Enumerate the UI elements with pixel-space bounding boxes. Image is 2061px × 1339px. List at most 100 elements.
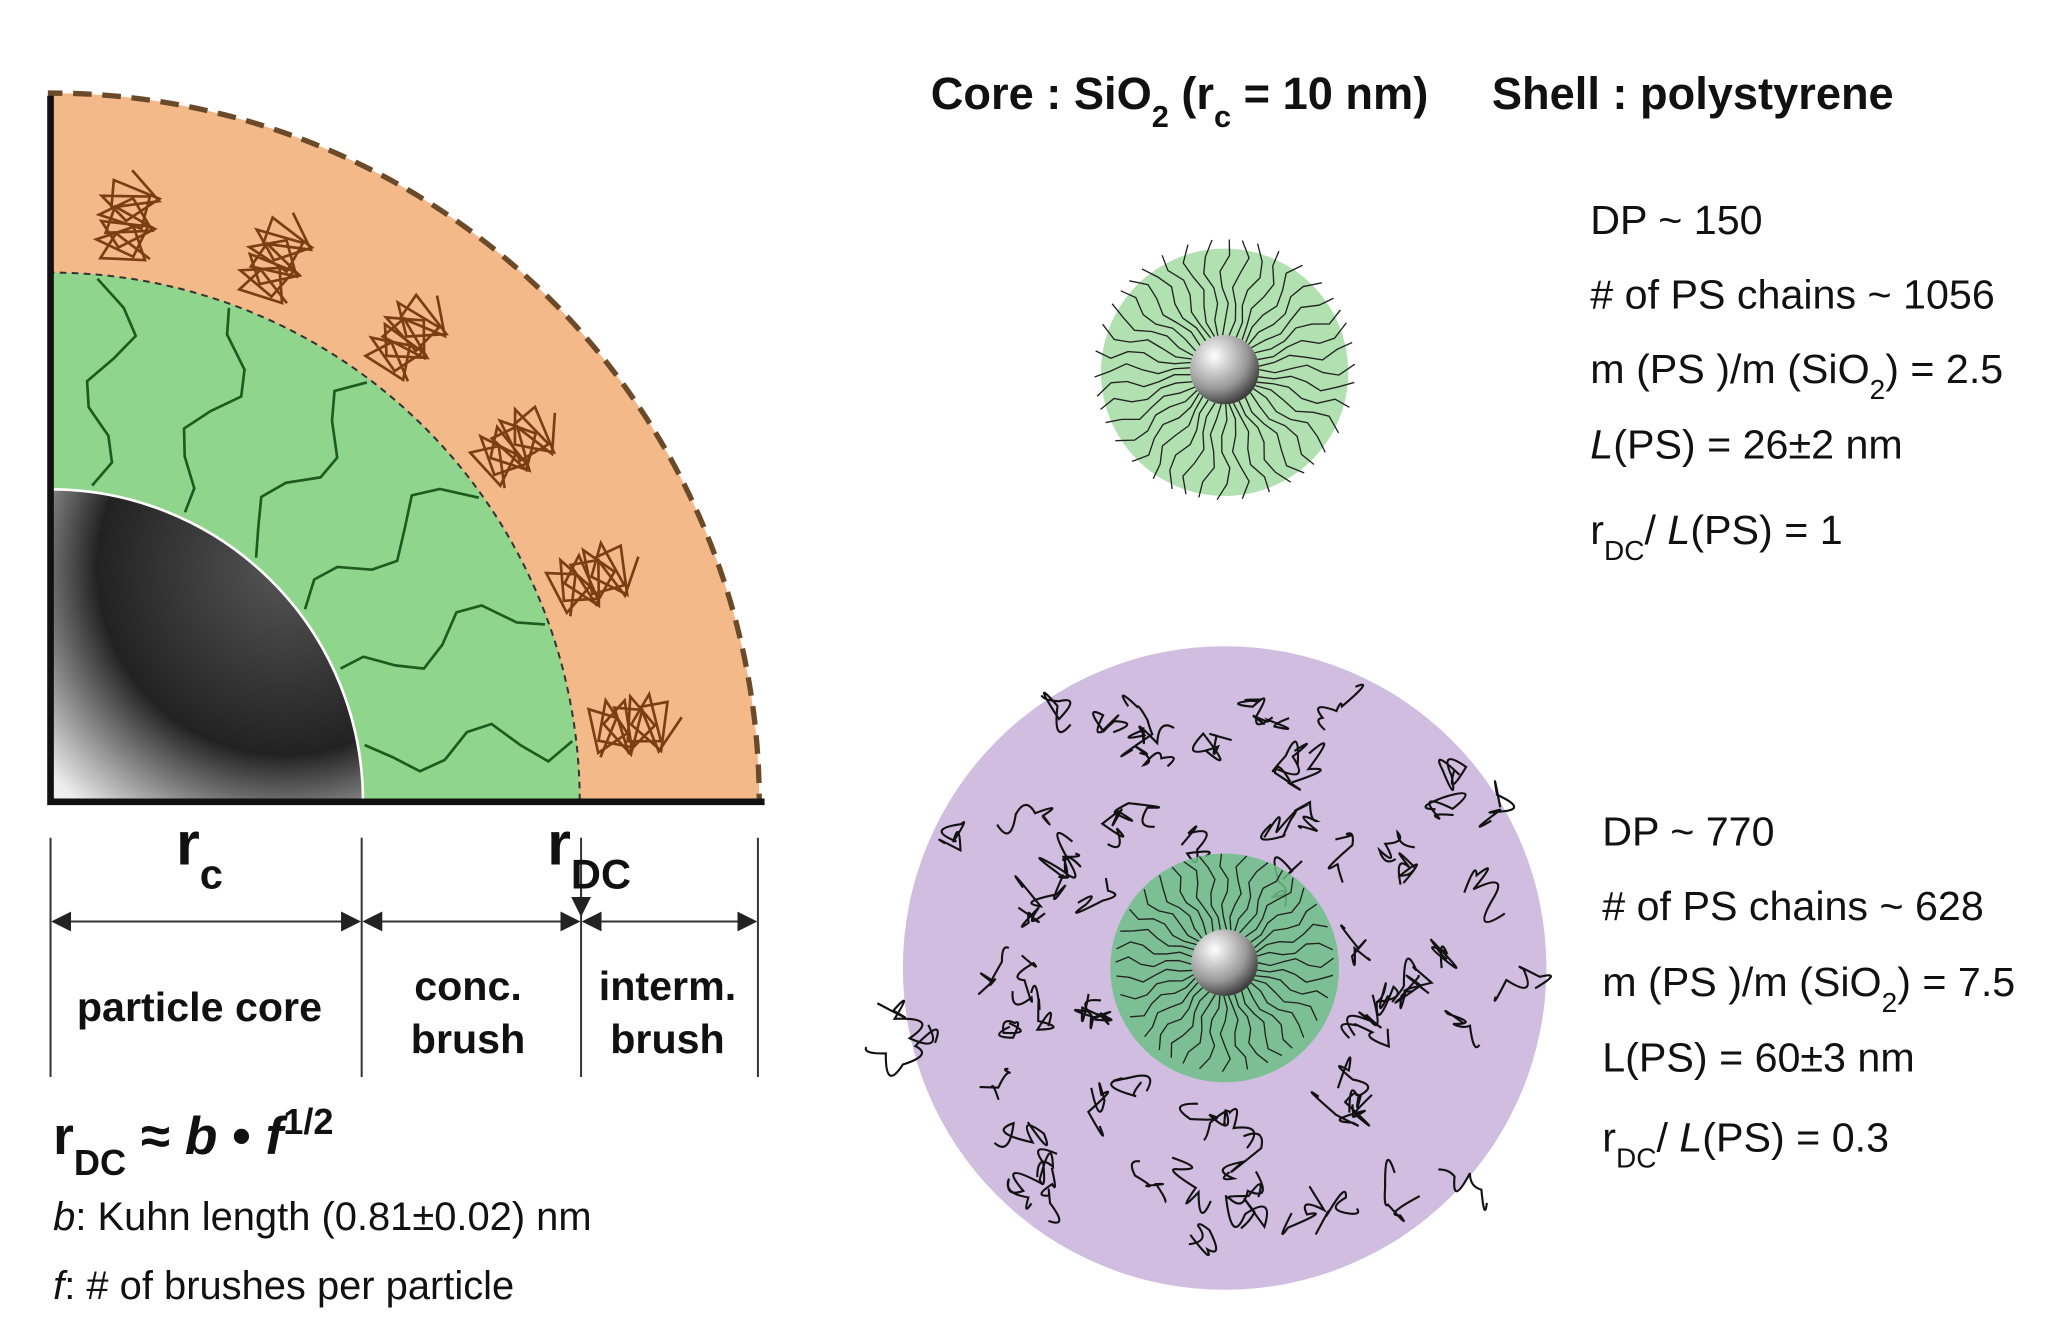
tangled-chain bbox=[1317, 683, 1365, 731]
region-label: interm. bbox=[599, 963, 736, 1009]
brush-chain bbox=[364, 722, 574, 773]
tangled-chain bbox=[1224, 1195, 1269, 1230]
text-span: = 10 nm) bbox=[1231, 68, 1428, 119]
chain bbox=[1143, 889, 1200, 942]
formula-note: f: # of brushes per particle bbox=[53, 1264, 514, 1308]
text-span: r bbox=[1590, 507, 1604, 553]
chain bbox=[1238, 400, 1291, 483]
chain bbox=[1131, 392, 1200, 463]
text-span: DC bbox=[571, 850, 631, 897]
chain bbox=[1255, 384, 1340, 434]
tangled-chain bbox=[1293, 800, 1321, 833]
text-span: r bbox=[53, 1107, 74, 1166]
tangled-chain bbox=[1120, 694, 1154, 758]
text-span: 2 bbox=[1152, 99, 1169, 134]
chain bbox=[1241, 250, 1280, 341]
tangled-chain bbox=[1017, 906, 1046, 928]
chain bbox=[1120, 290, 1197, 352]
chain bbox=[1198, 856, 1222, 930]
tangled-chain bbox=[1130, 1160, 1167, 1204]
axes bbox=[47, 95, 765, 806]
tangled-chain bbox=[1375, 982, 1399, 1016]
chain bbox=[1141, 268, 1207, 342]
chain bbox=[1256, 381, 1350, 408]
text-span: # of PS chains ~ 1056 bbox=[1590, 271, 1994, 317]
chain bbox=[1144, 982, 1199, 1038]
tangled-chain bbox=[1394, 974, 1430, 1010]
tangled-chain bbox=[1310, 1091, 1373, 1127]
chain bbox=[1182, 244, 1216, 337]
chain bbox=[1244, 397, 1305, 474]
tangled-chain bbox=[1271, 740, 1308, 776]
text-span: conc. bbox=[414, 963, 522, 1009]
region-label: brush bbox=[610, 1016, 724, 1062]
region-label: brush bbox=[411, 1016, 526, 1062]
tangled-chain bbox=[1110, 1074, 1152, 1098]
text-span: L bbox=[1590, 422, 1613, 468]
text-span: ) = 7.5 bbox=[1897, 959, 2015, 1005]
particle-large bbox=[864, 646, 1552, 1290]
chain bbox=[1255, 975, 1329, 999]
text-span: DP ~ 770 bbox=[1602, 809, 1774, 855]
text-span: r bbox=[176, 809, 200, 877]
tangled-chain bbox=[1478, 780, 1516, 828]
tangled-chain bbox=[1133, 744, 1175, 768]
chain bbox=[1182, 402, 1216, 495]
tangled-chain bbox=[1340, 1022, 1391, 1049]
brush-chain bbox=[182, 307, 246, 513]
chain bbox=[1253, 903, 1318, 949]
chain bbox=[1111, 303, 1194, 357]
text-span: 2 bbox=[1882, 986, 1898, 1017]
text-span: Shell : polystyrene bbox=[1492, 68, 1894, 119]
particle-property: DP ~ 150 bbox=[1590, 197, 1762, 243]
text-span: interm. bbox=[599, 963, 736, 1009]
tangled-chain bbox=[1179, 1102, 1230, 1127]
quadrant bbox=[47, 90, 765, 806]
text-span: DC bbox=[1616, 1142, 1656, 1173]
tangled-chain bbox=[1111, 802, 1161, 828]
text-span: # of PS chains ~ 628 bbox=[1602, 883, 1984, 929]
text-span: 1/2 bbox=[283, 1101, 333, 1142]
chain bbox=[1158, 987, 1204, 1051]
text-span: / bbox=[1656, 1115, 1679, 1161]
chain bbox=[1234, 994, 1269, 1064]
tangled-chain bbox=[1397, 852, 1419, 885]
tangled-chain bbox=[1281, 1186, 1328, 1236]
chain bbox=[1219, 995, 1231, 1073]
tangled-chain bbox=[1438, 1168, 1488, 1212]
tangled-chain bbox=[1040, 691, 1072, 734]
tangled-chain bbox=[1429, 938, 1458, 969]
chain bbox=[1116, 968, 1193, 983]
tangled-chain bbox=[1377, 829, 1415, 863]
particle-property: DP ~ 770 bbox=[1602, 809, 1774, 855]
tangled-chain bbox=[1188, 1223, 1218, 1257]
dimension-lines bbox=[49, 837, 759, 1078]
text-span: (PS) = 0.3 bbox=[1702, 1115, 1889, 1161]
tangled-chain bbox=[1444, 1009, 1481, 1049]
chain bbox=[1256, 968, 1334, 983]
tangled-chain bbox=[864, 1028, 939, 1077]
tangled-chain bbox=[1203, 1107, 1256, 1149]
chain bbox=[1246, 986, 1293, 1049]
tangled-chain bbox=[996, 803, 1054, 835]
text-span: particle core bbox=[77, 984, 322, 1030]
brush-chain bbox=[85, 277, 138, 487]
brush-chain bbox=[339, 603, 545, 670]
tangled-chain bbox=[1074, 877, 1117, 914]
chain bbox=[1251, 297, 1334, 349]
chain bbox=[1241, 990, 1283, 1057]
tangled-chain bbox=[1424, 792, 1467, 820]
chain bbox=[1152, 396, 1204, 479]
text-span: : # of brushes per particle bbox=[64, 1264, 514, 1308]
text-span: c bbox=[200, 850, 223, 897]
chain bbox=[1257, 942, 1334, 957]
particle-property: rDC/ L(PS) = 1 bbox=[1590, 507, 1842, 566]
tangled-chain bbox=[1180, 825, 1211, 864]
tangled-chain bbox=[876, 999, 934, 1045]
particle-property: # of PS chains ~ 1056 bbox=[1590, 271, 1994, 317]
text-span: m (PS )/m (SiO bbox=[1602, 959, 1881, 1005]
tangled-chain bbox=[1011, 954, 1037, 1006]
chain bbox=[1171, 866, 1208, 936]
chain bbox=[1249, 392, 1315, 465]
